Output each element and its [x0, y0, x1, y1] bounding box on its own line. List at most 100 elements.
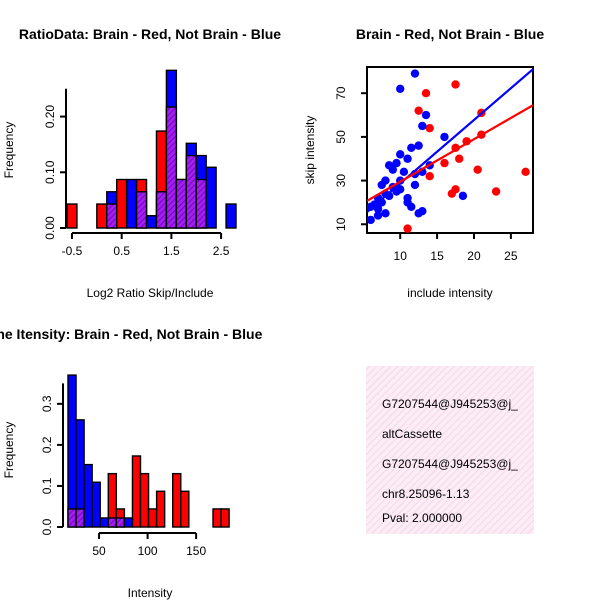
hist-bar-not-brain	[225, 203, 237, 229]
hist-bar-brain	[131, 455, 142, 528]
y-tick-label: 0.2	[40, 436, 54, 453]
scatter-point-not-brain	[414, 141, 423, 150]
hist-bar-overlap	[75, 508, 85, 528]
hist-bar-brain	[172, 472, 182, 528]
y-tick-label: 0.20	[43, 105, 57, 129]
x-tick-label: 20	[467, 249, 481, 263]
scatter-point-not-brain	[396, 150, 405, 159]
scatter-point-not-brain	[373, 204, 383, 214]
regression-line-brain	[367, 104, 533, 202]
y-tick-label: 0.1	[40, 477, 54, 494]
hist-bar-not-brain	[125, 178, 138, 229]
hist-bar-brain	[66, 203, 78, 229]
info-pval: Pval: 2.000000	[382, 511, 462, 525]
ratio-histogram-ylabel: Frequency	[2, 122, 16, 179]
scatter-point-brain	[425, 172, 434, 181]
scatter-point-not-brain	[381, 209, 390, 218]
hist-bar-brain	[116, 178, 128, 229]
hist-bar-brain	[220, 508, 230, 528]
x-tick-label: 50	[92, 544, 106, 558]
y-tick-label: 30	[334, 174, 348, 188]
y-tick-label: 0.0	[40, 518, 54, 535]
intensity-scatter-ylabel: skip intensity	[303, 116, 317, 185]
scatter-point-not-brain	[403, 154, 412, 163]
hist-bar-not-brain	[91, 481, 101, 528]
scatter-point-not-brain	[440, 132, 449, 142]
hist-bar-brain	[155, 490, 166, 528]
hist-bar-brain	[147, 508, 158, 528]
regression-line-not-brain	[367, 68, 533, 213]
scatter-point-not-brain	[458, 191, 468, 201]
info-line-1: G7207544@J945253@j_	[382, 397, 518, 411]
intensity-scatter: Brain - Red, Not Brain - Blue 10 15 20 25 10…	[303, 26, 544, 300]
gene-intensity-histogram-xlabel: Intensity	[128, 586, 173, 600]
scatter-plot-frame	[366, 66, 534, 234]
hist-bar-overlap	[165, 106, 178, 229]
x-tick-label: 15	[430, 249, 444, 263]
scatter-point-brain	[414, 106, 423, 115]
y-tick-label: 50	[334, 130, 348, 144]
y-tick-label: 0.10	[43, 160, 57, 184]
hist-bar-overlap	[175, 178, 187, 229]
scatter-point-not-brain	[418, 121, 427, 131]
info-line-2: altCassette	[382, 427, 442, 441]
scatter-point-not-brain	[392, 158, 401, 168]
hist-bar-brain	[96, 203, 108, 229]
info-line-3: G7207544@J945253@j_	[382, 457, 518, 471]
ratio-histogram-xlabel: Log2 Ratio Skip/Include	[87, 286, 214, 300]
hist-bar-not-brain	[205, 166, 217, 229]
x-tick-label: 25	[504, 249, 518, 263]
gene-intensity-histogram: Gene Itensity: Brain - Red, Not Brain - …	[0, 326, 263, 600]
hist-bar-brain	[180, 490, 190, 528]
hist-bar-not-brain	[123, 517, 134, 528]
y-tick-label: 10	[334, 217, 348, 231]
hist-bar-overlap	[195, 178, 207, 229]
ratio-histogram: RatioData: Brain - Red, Not Brain - Blue…	[2, 26, 281, 300]
intensity-scatter-title: Brain - Red, Not Brain - Blue	[356, 26, 544, 42]
info-panel: G7207544@J945253@j_ altCassette G7207544…	[366, 366, 534, 534]
scatter-point-not-brain	[367, 215, 375, 225]
scatter-point-brain	[447, 189, 457, 198]
scatter-point-not-brain	[421, 110, 431, 120]
scatter-point-not-brain	[403, 193, 412, 203]
scatter-point-not-brain	[377, 180, 386, 190]
scatter-point-not-brain	[410, 69, 420, 78]
gene-intensity-histogram-ylabel: Frequency	[2, 422, 16, 479]
scatter-point-not-brain	[418, 206, 427, 216]
scatter-point-not-brain	[373, 211, 383, 220]
scatter-point-not-brain	[399, 167, 409, 177]
scatter-point-not-brain	[396, 84, 405, 94]
scatter-point-not-brain	[407, 143, 416, 153]
x-tick-label: 10	[394, 249, 408, 263]
x-tick-label: 2.5	[213, 244, 230, 258]
intensity-scatter-xlabel: include intensity	[407, 286, 492, 300]
y-tick-label: 70	[334, 86, 348, 100]
x-tick-label: 1.5	[163, 244, 180, 258]
hist-bar-not-brain	[83, 463, 93, 528]
x-tick-label: 150	[186, 544, 206, 558]
hist-bar-brain	[212, 508, 222, 528]
y-tick-label: 0.3	[40, 395, 54, 412]
x-tick-label: 100	[138, 544, 158, 558]
hist-bar-overlap	[67, 508, 77, 528]
scatter-point-not-brain	[407, 202, 416, 211]
hist-bar-brain	[139, 472, 150, 528]
scatter-point-brain	[440, 158, 449, 168]
info-line-4: chr8.25096-1.13	[382, 487, 470, 501]
scatter-point-brain	[455, 154, 464, 163]
hist-bar-not-brain	[99, 517, 109, 528]
scatter-point-brain	[521, 167, 530, 177]
scatter-point-brain	[421, 89, 431, 98]
hist-bar-overlap	[106, 203, 118, 229]
hist-bar-overlap	[135, 191, 148, 229]
hist-bar-not-brain	[67, 374, 77, 528]
ratio-histogram-title: RatioData: Brain - Red, Not Brain - Blue	[19, 26, 281, 42]
hist-bar-overlap	[107, 517, 118, 528]
x-tick-label: -0.5	[62, 244, 83, 258]
hist-bar-overlap	[115, 517, 126, 528]
hist-bar-overlap	[155, 191, 168, 229]
hist-bar-not-brain	[145, 215, 158, 229]
scatter-point-brain	[403, 224, 412, 233]
gene-intensity-histogram-title: Gene Itensity: Brain - Red, Not Brain - …	[0, 326, 263, 342]
